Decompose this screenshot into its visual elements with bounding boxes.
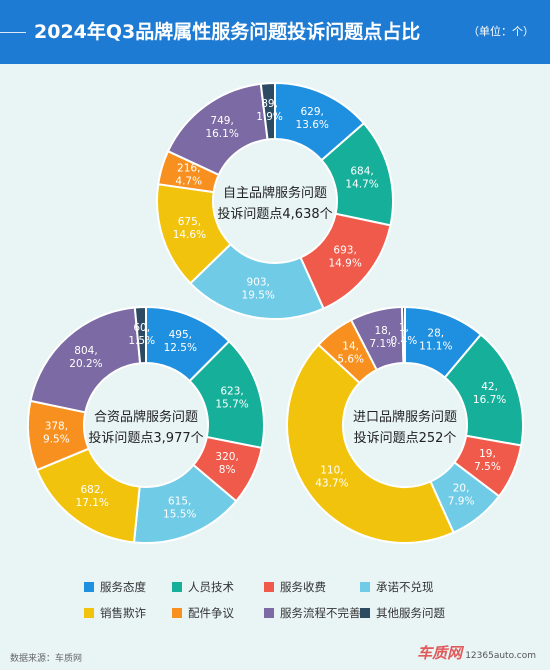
slice-label-domestic-service-attitude: 629, 13.6%: [296, 106, 329, 131]
chart-title: 2024年Q3品牌属性服务问题投诉问题点占比: [34, 21, 421, 43]
slice-import-other: [401, 305, 406, 365]
slice-import-sales-fraud: [286, 343, 455, 544]
center-label-import: 进口品牌服务问题投诉问题点252个: [353, 409, 457, 446]
legend-swatch: [360, 608, 370, 618]
slice-label-jv-other: 60, 1.5%: [128, 322, 155, 347]
legend-swatch: [84, 608, 94, 618]
legend: 服务态度 人员技术 服务收费 承诺不兑现 销售欺诈 配件争议 服务流程不完善 其…: [84, 579, 504, 621]
title-banner: 2024年Q3品牌属性服务问题投诉问题点占比 （单位：个）: [0, 0, 550, 64]
legend-swatch: [360, 582, 370, 592]
slice-label-import-service-fee: 19, 7.5%: [474, 448, 501, 473]
legend-item-parts-dispute: 配件争议: [172, 605, 264, 621]
slice-label-domestic-parts-dispute: 216, 4.7%: [175, 162, 202, 187]
slice-label-import-parts-dispute: 14, 5.6%: [337, 340, 364, 365]
banner-left-rule: [0, 32, 26, 33]
slice-domestic-other: [259, 81, 276, 141]
slice-label-import-other: 1, 0.4%: [391, 322, 418, 347]
slice-label-jv-staff-skill: 623, 15.7%: [215, 386, 248, 411]
legend-swatch: [264, 582, 274, 592]
slice-label-jv-service-fee: 320, 8%: [215, 451, 238, 476]
center-label-jv: 合资品牌服务问题投诉问题点3,977个: [88, 409, 203, 446]
legend-item-process: 服务流程不完善: [264, 605, 361, 621]
slice-label-import-unkept-promise: 20, 7.9%: [448, 482, 475, 507]
legend-swatch: [84, 582, 94, 592]
legend-item-other: 其他服务问题: [360, 605, 470, 621]
legend-item-sales-fraud: 销售欺诈: [84, 605, 172, 621]
unit-label: （单位：个）: [468, 25, 534, 38]
slice-label-domestic-sales-fraud: 675, 14.6%: [173, 216, 206, 241]
slice-label-jv-parts-dispute: 378, 9.5%: [43, 420, 70, 445]
legend-item-service-fee: 服务收费: [264, 579, 360, 595]
slice-label-domestic-process: 749, 16.1%: [205, 115, 238, 140]
slice-label-import-staff-skill: 42, 16.7%: [473, 381, 506, 406]
legend-swatch: [264, 608, 274, 618]
donut-domestic: 629, 13.6% 684, 14.7% 693, 14.9% 903, 19.5% 675,…: [156, 81, 394, 320]
slice-label-jv-unkept-promise: 615, 15.5%: [163, 495, 196, 520]
data-source: 数据来源：车质网: [10, 654, 83, 664]
brand-logo: 车质网 12365auto.com: [417, 644, 536, 662]
donut-jv: 495, 12.5% 623, 15.7% 320, 8% 615, 15.5% 682, 17.…: [27, 305, 265, 544]
slice-label-jv-process: 804, 20.2%: [69, 345, 102, 370]
legend-item-service-attitude: 服务态度: [84, 579, 172, 595]
slice-label-import-process: 18, 7.1%: [369, 325, 396, 350]
slice-label-import-sales-fraud: 110, 43.7%: [315, 465, 348, 490]
legend-swatch: [172, 608, 182, 618]
slice-label-jv-service-attitude: 495, 12.5%: [164, 329, 197, 354]
slice-label-domestic-unkept-promise: 903, 19.5%: [242, 276, 275, 301]
donut-charts: 629, 13.6% 684, 14.7% 693, 14.9% 903, 19.5% 675,…: [27, 81, 524, 544]
center-label-domestic: 自主品牌服务问题投诉问题点4,638个: [217, 185, 332, 222]
legend-swatch: [172, 582, 182, 592]
slice-label-jv-sales-fraud: 682, 17.1%: [76, 484, 109, 509]
legend-item-unkept-promise: 承诺不兑现: [360, 579, 470, 595]
slice-label-import-service-attitude: 28, 11.1%: [419, 327, 452, 352]
slice-label-domestic-other: 89, 1.9%: [256, 98, 283, 123]
donut-import: 28, 11.1% 42, 16.7% 19, 7.5% 20, 7.9% 110, 43.7% 1…: [286, 305, 524, 544]
slice-jv-other: [133, 305, 147, 365]
slice-label-domestic-service-fee: 693, 14.9%: [328, 244, 361, 269]
slice-label-domestic-staff-skill: 684, 14.7%: [345, 165, 378, 190]
legend-item-staff-skill: 人员技术: [172, 579, 264, 595]
